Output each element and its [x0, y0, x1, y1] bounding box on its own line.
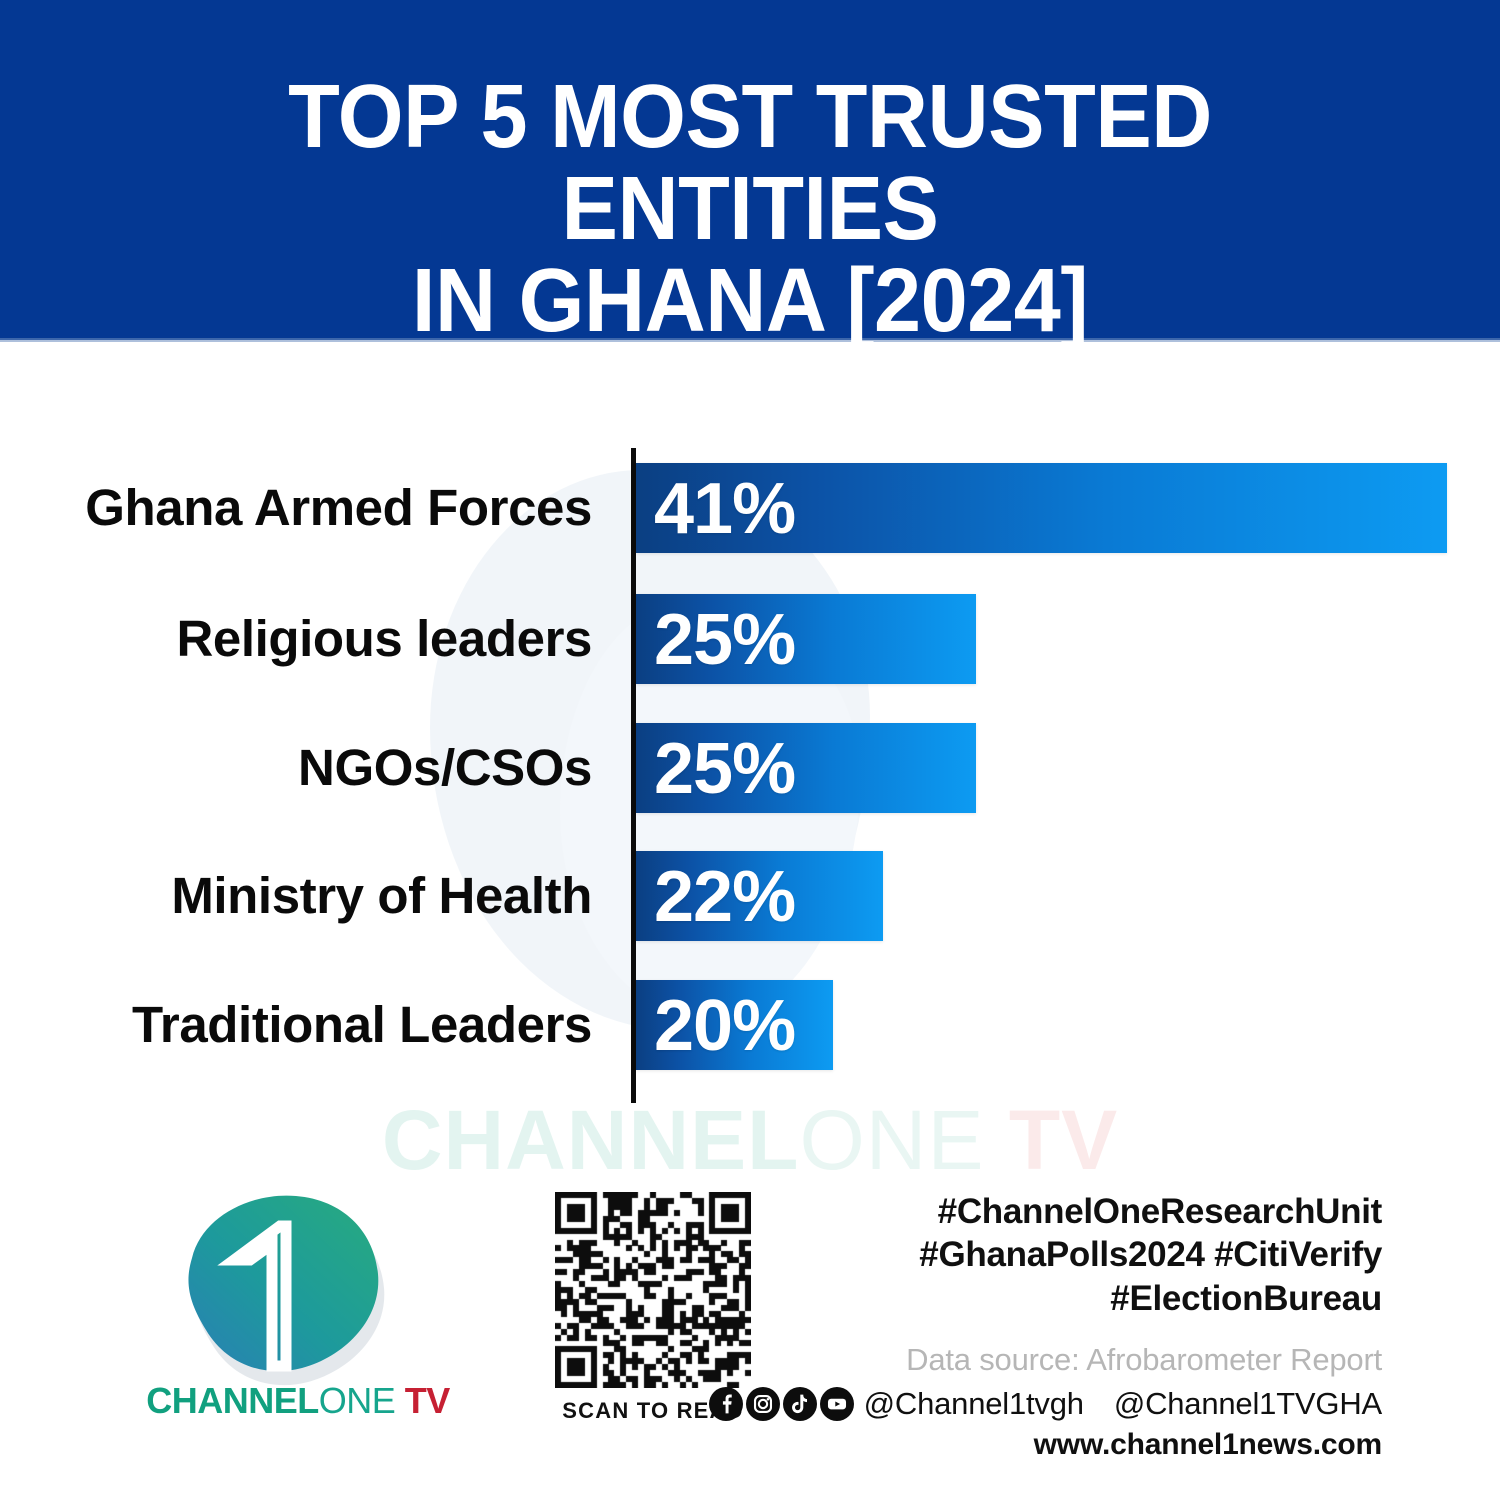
header-band: [0, 0, 1500, 340]
watermark-one: ONE: [799, 1093, 985, 1187]
logo-text-channel: CHANNEL: [146, 1380, 319, 1421]
bar-value-label: 25%: [654, 729, 796, 809]
bar-category-label: Ministry of Health: [171, 867, 592, 924]
qr-code-icon[interactable]: [555, 1192, 751, 1388]
bar-category-label: Traditional Leaders: [131, 996, 592, 1053]
chart-axis-line: [631, 448, 636, 1103]
chart-row: Religious leaders 25%: [0, 594, 1500, 684]
chart-row: Traditional Leaders 20%: [0, 980, 1500, 1070]
bar-ngos-csos: 25%: [636, 723, 976, 813]
bar-value-label: 20%: [654, 986, 796, 1066]
header-underline: [0, 338, 1500, 342]
bar-value-label: 41%: [654, 469, 796, 549]
bar-chart: Ghana Armed Forces 41% Religious leaders…: [0, 440, 1500, 1105]
logo-text-one: ONE: [318, 1380, 396, 1421]
brand-logo: CHANNELONE TV: [128, 1188, 468, 1438]
bar-ghana-armed-forces: 41%: [636, 463, 1447, 553]
qr-code-block[interactable]: SCAN TO READ: [548, 1192, 758, 1424]
bar-category-label: Ghana Armed Forces: [85, 479, 592, 536]
chart-row: Ghana Armed Forces 41%: [0, 463, 1500, 553]
watermark-channel: CHANNEL: [381, 1093, 800, 1187]
youtube-icon[interactable]: [819, 1387, 854, 1422]
bar-category-label: Religious leaders: [176, 610, 592, 667]
bar-religious-leaders: 25%: [636, 594, 976, 684]
facebook-icon[interactable]: [708, 1387, 743, 1422]
tiktok-icon[interactable]: [782, 1387, 817, 1422]
chart-row: NGOs/CSOs 25%: [0, 723, 1500, 813]
watermark-tv: TV: [984, 1093, 1119, 1187]
brand-watermark: CHANNELONE TV: [0, 1092, 1500, 1189]
page-title: TOP 5 MOST TRUSTED ENTITIES IN GHANA [20…: [288, 67, 1212, 351]
social-icon-cluster: [708, 1387, 854, 1422]
logo-wordmark: CHANNELONE TV: [128, 1380, 468, 1422]
bar-value-label: 25%: [654, 600, 796, 680]
logo-text-tv: TV: [395, 1380, 451, 1421]
footer-text-block: #ChannelOneResearchUnit #GhanaPolls2024 …: [708, 1190, 1383, 1462]
hashtags: #ChannelOneResearchUnit #GhanaPolls2024 …: [919, 1192, 1382, 1318]
bar-traditional-leaders: 20%: [636, 980, 833, 1070]
bar-value-label: 22%: [654, 857, 796, 937]
bar-category-label: NGOs/CSOs: [298, 739, 592, 796]
channel-one-logo-mark: [188, 1195, 385, 1386]
data-source-note: Data source: Afrobarometer Report: [906, 1342, 1382, 1378]
website-url[interactable]: www.channel1news.com: [1033, 1428, 1383, 1462]
chart-row: Ministry of Health 22%: [0, 851, 1500, 941]
social-handle-x[interactable]: @Channel1TVGHA: [1113, 1386, 1382, 1422]
instagram-icon[interactable]: [745, 1387, 780, 1422]
bar-ministry-of-health: 22%: [636, 851, 883, 941]
footer: CHANNELONE TV SCAN TO READ #ChannelOneRe…: [0, 1180, 1500, 1500]
social-row: @Channel1tvgh @Channel1TVGHA: [708, 1386, 1382, 1422]
social-handle-main[interactable]: @Channel1tvgh: [863, 1386, 1084, 1422]
